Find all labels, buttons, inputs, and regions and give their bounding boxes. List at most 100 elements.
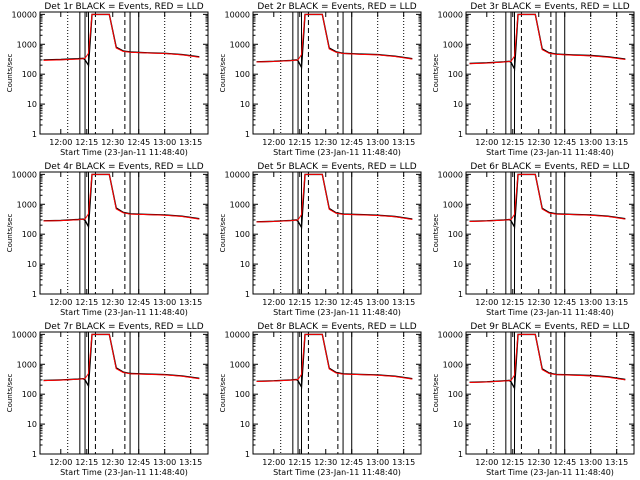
plot-frame: [465, 171, 635, 295]
y-tick-label: 100: [22, 230, 37, 239]
y-tick-label: 1: [32, 450, 37, 459]
x-tick-label: 12:00: [49, 298, 72, 307]
panel-title: Det 7r BLACK = Events, RED = LLD: [44, 322, 203, 332]
y-tick-label: 1000: [17, 200, 37, 209]
y-tick-label: 100: [235, 70, 250, 79]
plot-frame: [252, 331, 422, 455]
series-events: [256, 13, 413, 70]
x-tick-label: 13:15: [179, 458, 202, 467]
x-tick-label: 12:15: [75, 458, 98, 467]
detector-panel-6: Det 6r BLACK = Events, RED = LLD 1 10 100 10…: [432, 162, 635, 317]
y-tick-label: 1: [458, 450, 463, 459]
plot-frame: [465, 11, 635, 135]
x-tick-label: 13:00: [366, 458, 389, 467]
x-axis-label: Start Time (23-Jan-11 11:48:40): [486, 148, 614, 157]
x-tick-label: 13:15: [392, 458, 415, 467]
series-lld: [43, 13, 200, 61]
x-axis-label: Start Time (23-Jan-11 11:48:40): [486, 468, 614, 477]
y-tick-label: 10: [453, 260, 463, 269]
detector-panel-8: Det 8r BLACK = Events, RED = LLD 1 10 100 10…: [219, 322, 422, 477]
x-tick-label: 13:15: [392, 298, 415, 307]
y-tick-label: 100: [235, 230, 250, 239]
x-tick-label: 12:45: [553, 458, 576, 467]
series-events: [256, 173, 413, 230]
y-tick-label: 1000: [17, 40, 37, 49]
x-tick-label: 12:15: [75, 298, 98, 307]
y-tick-label: 1: [32, 290, 37, 299]
x-axis-label: Start Time (23-Jan-11 11:48:40): [60, 308, 188, 317]
y-tick-label: 10: [240, 420, 250, 429]
y-tick-label: 10000: [12, 330, 37, 339]
y-tick-label: 10: [27, 420, 37, 429]
series-lld: [43, 333, 200, 382]
series-events: [256, 333, 413, 390]
x-tick-label: 12:30: [101, 298, 124, 307]
x-tick-label: 13:00: [153, 138, 176, 147]
y-tick-label: 1: [458, 290, 463, 299]
y-tick-label: 100: [22, 390, 37, 399]
x-tick-label: 12:00: [49, 138, 72, 147]
plot-frame: [39, 171, 209, 295]
x-tick-label: 12:45: [553, 138, 576, 147]
y-tick-label: 10000: [438, 10, 463, 19]
detector-panel-7: Det 7r BLACK = Events, RED = LLD 1 10 100 10…: [6, 322, 209, 477]
y-tick-label: 10: [453, 100, 463, 109]
x-axis-label: Start Time (23-Jan-11 11:48:40): [273, 148, 401, 157]
x-tick-label: 12:00: [475, 298, 498, 307]
y-tick-label: 1: [245, 450, 250, 459]
series-lld: [469, 13, 626, 65]
y-tick-label: 10000: [225, 10, 250, 19]
x-tick-label: 12:45: [127, 458, 150, 467]
x-tick-label: 13:00: [153, 458, 176, 467]
x-tick-label: 12:00: [262, 138, 285, 147]
x-tick-label: 12:15: [501, 138, 524, 147]
y-tick-label: 10000: [438, 330, 463, 339]
x-axis-label: Start Time (23-Jan-11 11:48:40): [60, 468, 188, 477]
x-tick-label: 12:15: [288, 458, 311, 467]
detector-panel-1: Det 1r BLACK = Events, RED = LLD 1 10 100 10…: [6, 2, 209, 157]
y-tick-label: 10: [240, 260, 250, 269]
x-tick-label: 12:30: [527, 298, 550, 307]
x-tick-label: 13:00: [366, 298, 389, 307]
x-tick-label: 12:00: [262, 298, 285, 307]
y-tick-label: 10000: [225, 330, 250, 339]
x-tick-label: 12:15: [75, 138, 98, 147]
x-tick-label: 13:15: [605, 298, 628, 307]
y-tick-label: 1: [245, 130, 250, 139]
detector-panel-2: Det 2r BLACK = Events, RED = LLD 1 10 100 10…: [219, 2, 422, 157]
y-tick-label: 1: [32, 130, 37, 139]
x-axis-label: Start Time (23-Jan-11 11:48:40): [486, 308, 614, 317]
series-events: [469, 173, 626, 230]
y-axis-label: Counts/sec: [6, 54, 14, 93]
y-axis-label: Counts/sec: [6, 374, 14, 413]
x-tick-label: 12:15: [501, 298, 524, 307]
panel-title: Det 4r BLACK = Events, RED = LLD: [44, 162, 203, 172]
y-tick-label: 1000: [443, 360, 463, 369]
x-tick-label: 12:15: [288, 298, 311, 307]
x-tick-label: 13:15: [179, 298, 202, 307]
x-tick-label: 13:15: [605, 138, 628, 147]
y-axis-label: Counts/sec: [219, 374, 227, 413]
x-tick-label: 12:00: [49, 458, 72, 467]
x-tick-label: 12:15: [288, 138, 311, 147]
y-axis-label: Counts/sec: [219, 54, 227, 93]
y-tick-label: 1000: [230, 360, 250, 369]
x-axis-label: Start Time (23-Jan-11 11:48:40): [273, 308, 401, 317]
y-tick-label: 1: [458, 130, 463, 139]
x-tick-label: 12:30: [527, 458, 550, 467]
y-tick-label: 1: [245, 290, 250, 299]
x-tick-label: 12:30: [314, 298, 337, 307]
y-axis-label: Counts/sec: [6, 214, 14, 253]
plot-frame: [39, 331, 209, 455]
y-tick-label: 10000: [225, 170, 250, 179]
plot-frame: [252, 171, 422, 295]
x-tick-label: 12:30: [101, 138, 124, 147]
series-events: [43, 173, 200, 229]
detector-panel-9: Det 9r BLACK = Events, RED = LLD 1 10 100 10…: [432, 322, 635, 477]
series-lld: [256, 173, 413, 223]
panel-title: Det 6r BLACK = Events, RED = LLD: [470, 162, 629, 172]
x-tick-label: 13:00: [579, 458, 602, 467]
detector-panel-3: Det 3r BLACK = Events, RED = LLD 1 10 100 10…: [432, 2, 635, 157]
y-tick-label: 1000: [443, 40, 463, 49]
